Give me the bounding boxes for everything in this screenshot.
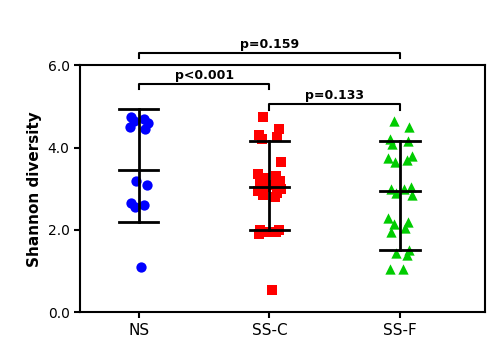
Point (254, 171, 262, 177)
Point (144, 120, 152, 126)
Point (268, 287, 276, 293)
Point (402, 252, 410, 257)
Point (402, 157, 410, 163)
Point (272, 174, 280, 179)
Point (259, 114, 267, 120)
Point (400, 186, 408, 192)
Point (391, 159, 399, 165)
Point (388, 140, 396, 146)
Point (274, 126, 282, 132)
Point (132, 178, 140, 183)
Point (274, 227, 282, 233)
Point (260, 176, 268, 182)
Point (274, 134, 281, 140)
Point (127, 114, 135, 120)
Point (392, 190, 400, 196)
Point (255, 231, 263, 237)
Text: p=0.159: p=0.159 (240, 38, 299, 51)
Point (131, 204, 139, 210)
Point (406, 184, 414, 189)
Point (259, 192, 267, 198)
Point (256, 227, 264, 233)
Text: p<0.001: p<0.001 (174, 69, 234, 82)
Point (387, 186, 395, 192)
Point (277, 186, 285, 192)
Point (258, 136, 266, 142)
Point (390, 118, 398, 124)
Point (404, 139, 412, 144)
Y-axis label: Shannon diversity: Shannon diversity (27, 111, 42, 267)
Text: p=0.133: p=0.133 (306, 89, 364, 102)
Point (408, 153, 416, 159)
Point (142, 126, 150, 132)
Point (127, 200, 135, 206)
Point (390, 221, 398, 227)
Point (274, 190, 281, 196)
Point (138, 264, 145, 270)
Point (255, 132, 263, 138)
Point (140, 202, 148, 208)
Point (404, 219, 412, 225)
Point (256, 180, 264, 185)
Point (402, 225, 409, 231)
Point (126, 124, 134, 130)
Point (384, 215, 392, 220)
Point (392, 250, 400, 256)
Point (270, 182, 278, 188)
Point (276, 178, 284, 183)
Point (408, 192, 416, 198)
Point (405, 124, 413, 130)
Point (130, 118, 138, 124)
Point (384, 155, 392, 161)
Point (398, 266, 406, 272)
Point (140, 116, 148, 122)
Point (387, 229, 395, 235)
Point (254, 188, 262, 194)
Point (262, 184, 270, 189)
Point (270, 194, 278, 200)
Point (142, 182, 150, 188)
Point (386, 266, 394, 272)
Point (386, 136, 394, 142)
Point (405, 248, 413, 253)
Point (277, 159, 285, 165)
Point (272, 229, 280, 235)
Point (262, 229, 270, 235)
